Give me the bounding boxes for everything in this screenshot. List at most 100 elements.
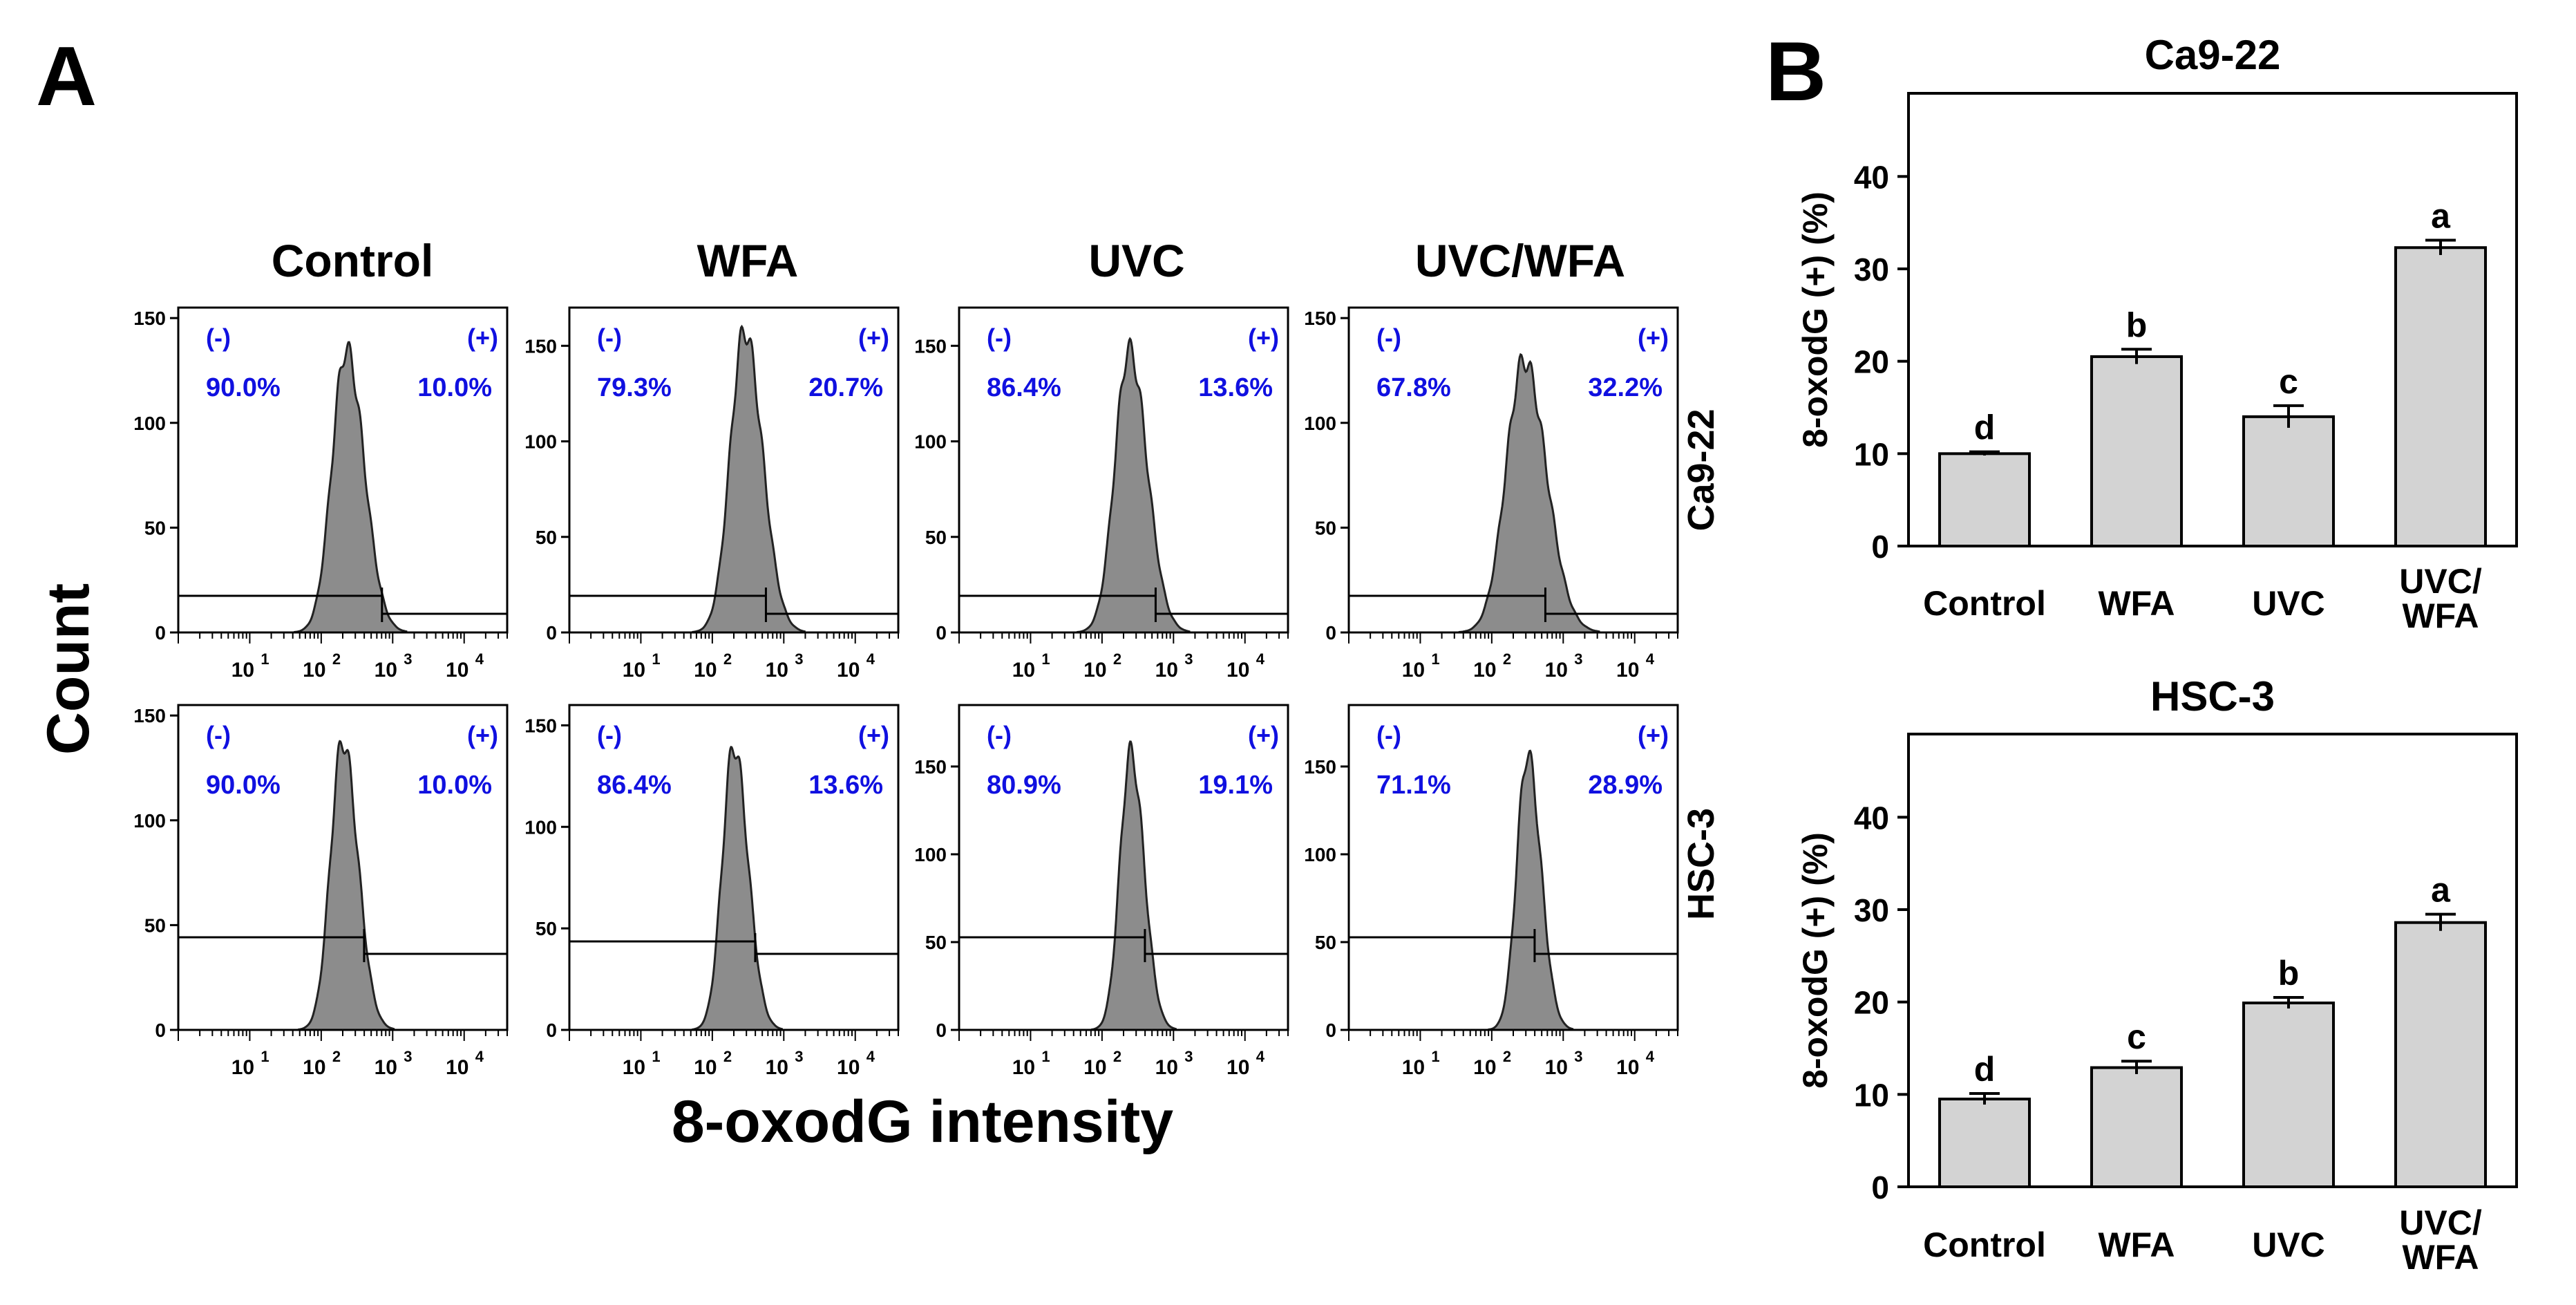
histogram-hsc-3-wfa: (-) (+) 86.4% 13.6% 0 50 100 150 10 1 10 2 10 3 10 4 <box>524 704 900 1079</box>
y-tick-label: 40 <box>1854 800 1889 836</box>
y-tick-label: 50 <box>536 527 557 548</box>
row-label-hsc-3: HSC-3 <box>1680 808 1722 920</box>
x-tick-label-exponent: 1 <box>261 650 269 668</box>
x-tick-label-base: 10 <box>1402 1056 1425 1079</box>
y-tick-label: 0 <box>936 1020 947 1041</box>
x-tick-label-base: 10 <box>303 659 325 682</box>
x-tick-label-exponent: 4 <box>1646 650 1655 668</box>
x-tick-label-base: 10 <box>1227 1056 1249 1079</box>
positive-percent: 28.9% <box>1588 771 1663 800</box>
gate-label-positive: (+) <box>858 721 889 749</box>
x-tick-label-base: 10 <box>375 1056 397 1079</box>
x-tick-label-base: 10 <box>837 659 860 682</box>
y-tick-label: 150 <box>524 715 557 736</box>
category-label: UVC <box>2252 1226 2325 1264</box>
bar <box>2242 1001 2335 1188</box>
category-label: WFA <box>2098 584 2175 623</box>
y-tick-label: 50 <box>144 914 166 936</box>
negative-percent: 79.3% <box>597 373 672 402</box>
category-label: WFA <box>2098 1226 2175 1264</box>
negative-percent: 71.1% <box>1376 771 1451 800</box>
category-label: UVC/ <box>2399 1203 2482 1242</box>
y-tick-label: 50 <box>536 918 557 939</box>
column-header-uvc: UVC <box>1088 235 1184 286</box>
x-tick-label-exponent: 1 <box>652 1048 660 1065</box>
bar <box>2242 415 2335 547</box>
x-tick-label-exponent: 4 <box>866 1048 875 1065</box>
positive-percent: 10.0% <box>417 771 492 800</box>
x-tick-label-base: 10 <box>1545 659 1568 682</box>
panel-letter-a: A <box>36 29 97 123</box>
y-tick-label: 0 <box>546 622 557 644</box>
category-label: UVC <box>2252 584 2325 623</box>
y-tick-label: 0 <box>155 1020 166 1041</box>
x-tick-label-exponent: 3 <box>1184 1048 1193 1065</box>
y-tick-label: 0 <box>1871 1170 1889 1205</box>
x-tick-label-base: 10 <box>1012 1056 1035 1079</box>
y-tick-label: 50 <box>1315 932 1336 953</box>
x-tick-label-base: 10 <box>1473 1056 1496 1079</box>
x-tick-label-base: 10 <box>1473 659 1496 682</box>
category-label: WFA <box>2402 1238 2479 1277</box>
x-tick-label-exponent: 4 <box>1646 1048 1655 1065</box>
x-tick-label-exponent: 3 <box>1574 1048 1582 1065</box>
y-tick-label: 0 <box>1325 1020 1336 1041</box>
x-tick-label-exponent: 1 <box>1041 1048 1050 1065</box>
gate-label-negative: (-) <box>1376 721 1401 749</box>
x-tick-label-exponent: 1 <box>652 650 660 668</box>
x-tick-label-exponent: 3 <box>404 650 412 668</box>
y-tick-label: 20 <box>1854 985 1889 1021</box>
gate-label-positive: (+) <box>1638 323 1669 352</box>
x-tick-label-base: 10 <box>1545 1056 1568 1079</box>
y-tick-label: 100 <box>1304 413 1336 434</box>
significance-letter: d <box>1974 1050 1996 1089</box>
column-header-wfa: WFA <box>697 235 799 286</box>
x-tick-label-exponent: 2 <box>723 650 732 668</box>
histogram-hsc-3-uvc: (-) (+) 80.9% 19.1% 0 50 100 150 10 1 10 2 10 3 10 4 <box>914 704 1289 1079</box>
y-tick-label: 150 <box>133 308 166 329</box>
gate-label-positive: (+) <box>467 721 498 749</box>
x-tick-label-base: 10 <box>1155 1056 1178 1079</box>
significance-letter: d <box>1974 409 1996 447</box>
y-tick-label: 100 <box>133 413 166 434</box>
x-tick-label-base: 10 <box>1155 659 1178 682</box>
x-tick-label-exponent: 4 <box>1256 650 1265 668</box>
y-tick-label: 150 <box>914 756 947 778</box>
x-axis-title-intensity: 8-oxodG intensity <box>672 1089 1173 1155</box>
bar <box>2394 246 2487 547</box>
panel-letter-b: B <box>1765 24 1826 118</box>
category-label: Control <box>1923 584 2046 623</box>
x-tick-label-exponent: 2 <box>1503 1048 1511 1065</box>
category-label: UVC/ <box>2399 562 2482 601</box>
negative-percent: 90.0% <box>206 771 281 800</box>
y-tick-label: 150 <box>133 705 166 726</box>
bar <box>1938 452 2031 547</box>
gate-label-negative: (-) <box>987 721 1012 749</box>
column-header-uvc-wfa: UVC/WFA <box>1415 235 1625 286</box>
x-tick-label-base: 10 <box>1083 1056 1106 1079</box>
bar-chart-hsc-3: HSC-3 0 10 20 30 40 8-oxodG (+) (%) d Control c WF… <box>1796 673 2518 1277</box>
positive-percent: 19.1% <box>1198 771 1273 800</box>
x-tick-label-exponent: 1 <box>1431 1048 1439 1065</box>
positive-percent: 13.6% <box>1198 373 1273 402</box>
y-tick-label: 40 <box>1854 159 1889 195</box>
y-tick-label: 10 <box>1854 436 1889 472</box>
x-tick-label-base: 10 <box>1402 659 1425 682</box>
y-tick-label: 50 <box>144 517 166 538</box>
x-tick-label-exponent: 2 <box>1113 1048 1121 1065</box>
column-header-control: Control <box>272 235 434 286</box>
bar-chart-title: HSC-3 <box>2150 673 2275 720</box>
gate-label-positive: (+) <box>467 323 498 352</box>
gate-label-positive: (+) <box>1638 721 1669 749</box>
significance-letter: c <box>2279 362 2298 401</box>
y-tick-label: 20 <box>1854 344 1889 380</box>
x-tick-label-exponent: 3 <box>1184 650 1193 668</box>
x-tick-label-exponent: 2 <box>332 1048 341 1065</box>
histogram-ca9-22-uvc: (-) (+) 86.4% 13.6% 0 50 100 150 10 1 10 2 10 3 10 4 <box>914 306 1289 682</box>
y-axis-label: 8-oxodG (+) (%) <box>1796 191 1835 448</box>
x-tick-label-base: 10 <box>1227 659 1249 682</box>
y-tick-label: 150 <box>1304 308 1336 329</box>
histogram-curve <box>1488 749 1574 1031</box>
x-tick-label-base: 10 <box>303 1056 325 1079</box>
